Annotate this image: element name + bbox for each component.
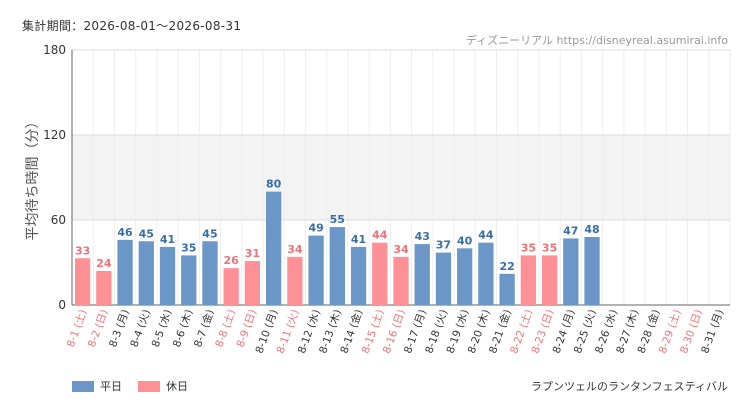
bar: [520, 255, 536, 305]
bar-value-label: 45: [202, 227, 217, 240]
bar-value-label: 44: [478, 229, 494, 242]
y-tick-label: 60: [51, 213, 66, 227]
legend: 平日 休日: [72, 378, 204, 394]
bar: [96, 271, 112, 305]
bar: [584, 237, 600, 305]
x-tick-label: 8-7 (金): [191, 308, 217, 349]
bar: [244, 261, 261, 305]
bar-value-label: 49: [308, 222, 323, 235]
bar: [266, 191, 282, 305]
y-tick-label: 0: [58, 298, 66, 312]
legend-swatch-weekday: [72, 380, 94, 392]
bar: [138, 241, 154, 305]
bar: [181, 255, 197, 305]
bar-value-label: 41: [160, 233, 175, 246]
bar: [223, 268, 239, 305]
bar-value-label: 24: [96, 257, 112, 270]
bar: [308, 235, 324, 305]
bar-value-label: 80: [266, 178, 282, 191]
bar: [117, 239, 133, 305]
x-tick-label: 8-1 (土): [64, 308, 90, 349]
bar: [541, 255, 558, 305]
legend-item-holiday: 休日: [138, 378, 188, 394]
bar-value-label: 34: [287, 243, 303, 256]
bar-value-label: 45: [139, 227, 154, 240]
bar: [202, 241, 218, 305]
bar-value-label: 55: [330, 213, 345, 226]
bar-value-label: 46: [117, 226, 133, 239]
bar-value-label: 31: [245, 247, 260, 260]
bar: [159, 246, 176, 305]
bar: [329, 227, 345, 305]
x-tick-label: 8-8 (土): [212, 308, 238, 349]
bar: [350, 246, 367, 305]
bar-value-label: 44: [372, 229, 388, 242]
bar-value-label: 40: [457, 234, 473, 247]
bar-value-label: 48: [584, 223, 599, 236]
legend-item-weekday: 平日: [72, 378, 122, 394]
bar: [287, 256, 303, 305]
bar-value-label: 35: [521, 241, 536, 254]
bar-value-label: 47: [563, 224, 578, 237]
bar: [393, 256, 409, 305]
period-label: 集計期間：2026-08-01〜2026-08-31: [22, 19, 242, 33]
legend-label-holiday: 休日: [166, 380, 188, 393]
y-tick-label: 180: [43, 43, 66, 57]
bar-value-label: 37: [436, 239, 451, 252]
legend-label-weekday: 平日: [100, 380, 122, 393]
bar: [499, 273, 515, 305]
shaded-band: [72, 135, 730, 220]
y-tick-label: 120: [43, 128, 66, 142]
bar-value-label: 35: [181, 241, 196, 254]
bar-value-label: 41: [351, 233, 366, 246]
bar-value-label: 33: [75, 244, 90, 257]
site-credit: ディズニーリアル https://disneyreal.asumirai.inf…: [465, 34, 728, 47]
legend-swatch-holiday: [138, 380, 160, 392]
bar: [414, 244, 430, 305]
bar-value-label: 34: [393, 243, 409, 256]
bar: [563, 238, 579, 305]
bar-value-label: 26: [224, 254, 240, 267]
bar: [372, 242, 388, 305]
y-axis-label: 平均待ち時間（分）: [25, 115, 41, 241]
bar: [478, 242, 494, 305]
attraction-name: ラプンツェルのランタンフェスティバル: [530, 380, 728, 393]
bar: [435, 252, 452, 305]
bar-value-label: 35: [542, 241, 557, 254]
bar-value-label: 22: [499, 260, 514, 273]
bar: [457, 248, 473, 305]
bar: [74, 258, 91, 305]
bar-value-label: 43: [415, 230, 430, 243]
